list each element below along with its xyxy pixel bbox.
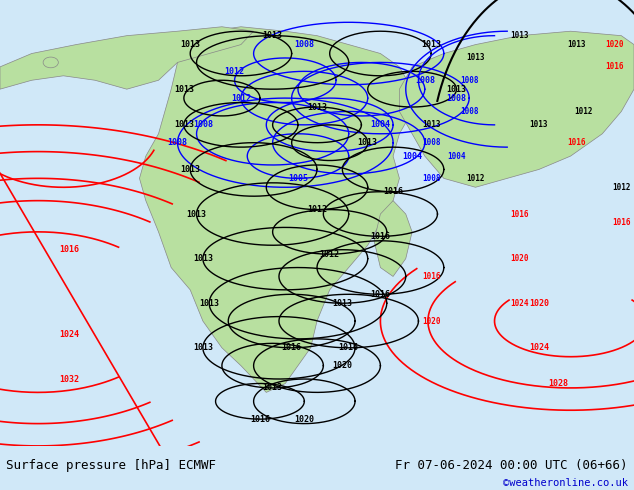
Text: 1024: 1024 — [510, 299, 529, 308]
Text: 1016: 1016 — [605, 62, 624, 72]
Text: 1013: 1013 — [358, 138, 378, 147]
Text: 1016: 1016 — [383, 187, 403, 196]
Text: 1008: 1008 — [193, 121, 213, 129]
Text: 1008: 1008 — [415, 76, 435, 85]
Polygon shape — [374, 201, 412, 276]
Circle shape — [43, 57, 58, 68]
Text: 1004: 1004 — [370, 121, 391, 129]
Text: 1016: 1016 — [567, 138, 586, 147]
Text: 1016: 1016 — [370, 290, 391, 299]
Text: 1008: 1008 — [422, 138, 441, 147]
Text: 1016: 1016 — [510, 210, 529, 219]
Text: 1012: 1012 — [574, 107, 593, 116]
Polygon shape — [0, 27, 254, 89]
Text: 1020: 1020 — [605, 40, 624, 49]
Text: 1005: 1005 — [288, 174, 308, 183]
Text: ©weatheronline.co.uk: ©weatheronline.co.uk — [503, 478, 628, 488]
Text: 1016: 1016 — [612, 219, 631, 227]
Text: 1024: 1024 — [60, 330, 80, 339]
Text: 1028: 1028 — [548, 379, 568, 388]
Text: 1020: 1020 — [332, 361, 353, 370]
Text: 1013: 1013 — [186, 210, 207, 219]
Text: 1013: 1013 — [262, 384, 283, 392]
Text: 1008: 1008 — [167, 138, 188, 147]
Text: 1020: 1020 — [529, 299, 549, 308]
Text: 1008: 1008 — [460, 76, 479, 85]
Text: 1020: 1020 — [422, 317, 441, 325]
Text: 1013: 1013 — [422, 121, 441, 129]
Text: 1013: 1013 — [174, 121, 194, 129]
Text: 1032: 1032 — [60, 374, 80, 384]
Text: 1016: 1016 — [281, 343, 302, 352]
Text: 1013: 1013 — [193, 254, 213, 263]
Text: 1012: 1012 — [224, 67, 245, 76]
Text: 1016: 1016 — [60, 245, 80, 254]
Text: 1016: 1016 — [422, 272, 441, 281]
Text: 1013: 1013 — [332, 299, 353, 308]
Text: 1016: 1016 — [370, 232, 391, 241]
Text: 1012: 1012 — [612, 183, 631, 192]
Text: 1013: 1013 — [174, 85, 194, 94]
Text: 1020: 1020 — [294, 415, 314, 424]
Text: 1008: 1008 — [422, 174, 441, 183]
Text: 1013: 1013 — [510, 31, 529, 40]
Text: 1008: 1008 — [460, 107, 479, 116]
Text: 1013: 1013 — [421, 40, 441, 49]
Polygon shape — [139, 27, 412, 392]
Text: 1004: 1004 — [402, 151, 422, 161]
Text: 1012: 1012 — [466, 174, 485, 183]
Text: 1013: 1013 — [529, 121, 548, 129]
Text: 1020: 1020 — [510, 254, 529, 263]
Polygon shape — [399, 31, 634, 187]
Text: 1013: 1013 — [466, 53, 485, 62]
Text: 1013: 1013 — [180, 40, 200, 49]
Text: 1024: 1024 — [529, 343, 549, 352]
Text: 1013: 1013 — [262, 31, 283, 40]
Text: 1012: 1012 — [307, 205, 327, 214]
Text: 1008: 1008 — [446, 94, 467, 102]
Text: Surface pressure [hPa] ECMWF: Surface pressure [hPa] ECMWF — [6, 459, 216, 472]
Text: 1013: 1013 — [567, 40, 586, 49]
Text: 1013: 1013 — [199, 299, 219, 308]
Text: 1013: 1013 — [193, 343, 213, 352]
Text: 1012: 1012 — [231, 94, 251, 102]
Text: 1013: 1013 — [446, 85, 467, 94]
Text: Fr 07-06-2024 00:00 UTC (06+66): Fr 07-06-2024 00:00 UTC (06+66) — [395, 459, 628, 472]
Text: 1016: 1016 — [339, 343, 359, 352]
Text: 1013: 1013 — [180, 165, 200, 174]
Text: 1008: 1008 — [294, 40, 314, 49]
Text: 1004: 1004 — [447, 151, 466, 161]
Text: 1016: 1016 — [250, 415, 270, 424]
Text: 1012: 1012 — [320, 250, 340, 259]
Text: 1013: 1013 — [307, 102, 327, 112]
